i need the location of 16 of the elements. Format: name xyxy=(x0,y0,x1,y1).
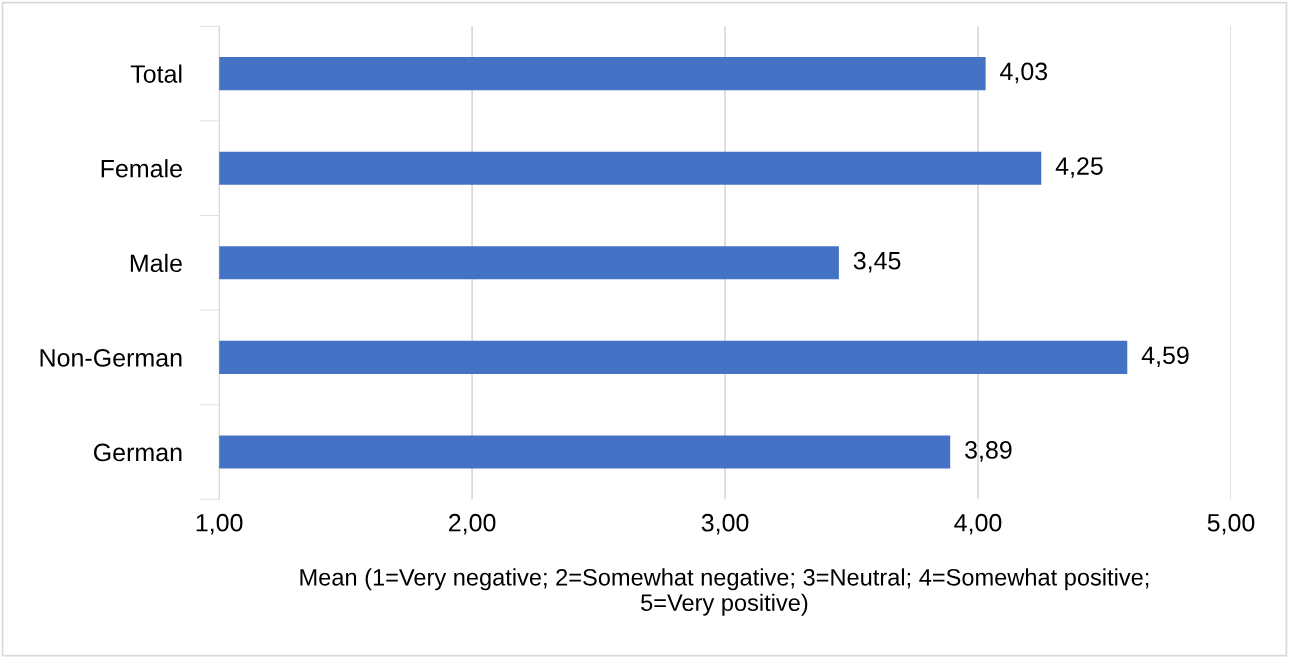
data-label: 4,03 xyxy=(1000,62,1048,84)
data-label: 3,89 xyxy=(965,441,1012,462)
x-tick-label: 3,00 xyxy=(701,513,749,535)
x-tick-label: 4,00 xyxy=(954,513,1002,535)
data-label: 4,59 xyxy=(1141,346,1189,368)
x-tick-label: 5,00 xyxy=(1207,513,1255,535)
y-tick-label: Male xyxy=(130,253,182,273)
y-tick-label: German xyxy=(93,443,182,462)
y-tick-label: Female xyxy=(101,159,182,178)
y-tick-label: Total xyxy=(130,64,182,83)
data-label: 3,45 xyxy=(853,251,901,273)
data-label: 4,25 xyxy=(1055,157,1103,178)
y-tick-label: Non-German xyxy=(40,349,182,367)
x-tick-label: 1,00 xyxy=(196,513,243,535)
x-tick-label: 2,00 xyxy=(449,513,496,535)
x-axis-title: Mean (1=Very negative; 2=Somewhat negative; 3=Neutral; 4=Somewhat positive; 5=Very positive) xyxy=(300,568,1149,616)
